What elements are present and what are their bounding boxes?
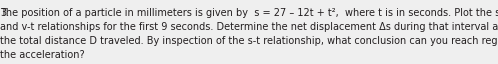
Text: and v-t relationships for the first 9 seconds. Determine the net displacement Δs: and v-t relationships for the first 9 se…: [0, 22, 498, 32]
Text: the acceleration?: the acceleration?: [0, 50, 85, 60]
Text: 3.: 3.: [0, 8, 9, 18]
Text: The position of a particle in millimeters is given by  s = 27 – 12t + t²,  where: The position of a particle in millimeter…: [0, 8, 498, 18]
Text: the total distance D traveled. By inspection of the s-t relationship, what concl: the total distance D traveled. By inspec…: [0, 36, 498, 46]
